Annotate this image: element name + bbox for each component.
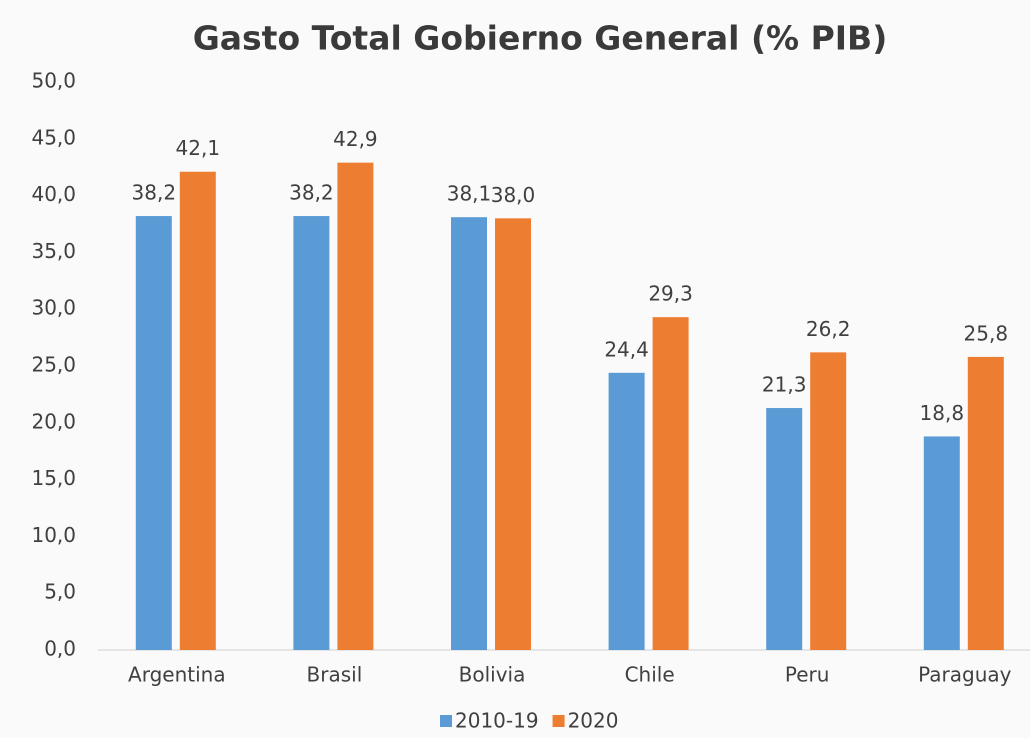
value-label: 25,8 <box>964 321 1009 345</box>
value-label: 42,1 <box>176 136 221 160</box>
value-label: 26,2 <box>806 317 851 341</box>
bar <box>293 216 330 650</box>
y-tick-label: 40,0 <box>31 182 76 206</box>
legend-label: 2010-19 <box>455 709 539 733</box>
value-label: 18,8 <box>920 401 965 425</box>
bar <box>495 218 531 650</box>
y-tick-label: 5,0 <box>44 580 76 604</box>
value-label: 38,2 <box>132 181 177 205</box>
value-label: 38,2 <box>289 181 334 205</box>
x-tick-label: Brasil <box>307 663 363 687</box>
y-tick-label: 30,0 <box>31 296 76 320</box>
y-tick-label: 20,0 <box>31 409 76 433</box>
y-tick-label: 25,0 <box>31 353 76 377</box>
value-label: 24,4 <box>604 337 649 361</box>
bar <box>652 317 689 650</box>
bar <box>967 356 1004 650</box>
y-tick-label: 50,0 <box>31 69 76 93</box>
y-tick-label: 35,0 <box>31 239 76 263</box>
value-label: 38,0 <box>491 183 536 207</box>
legend-label: 2020 <box>568 709 619 733</box>
x-tick-label: Bolivia <box>459 663 526 687</box>
legend-swatch <box>440 715 452 727</box>
bar <box>923 436 960 650</box>
value-label: 29,3 <box>648 282 693 306</box>
x-tick-label: Peru <box>785 663 830 687</box>
x-tick-label: Argentina <box>128 663 226 687</box>
bar <box>766 408 803 650</box>
bar <box>179 171 216 650</box>
value-label: 38,1 <box>447 182 492 206</box>
x-tick-label: Chile <box>625 663 675 687</box>
bar <box>608 372 645 650</box>
value-label: 21,3 <box>762 373 807 397</box>
y-tick-label: 45,0 <box>31 125 76 149</box>
bar <box>135 216 172 650</box>
y-tick-label: 0,0 <box>44 637 76 661</box>
y-tick-label: 15,0 <box>31 466 76 490</box>
y-tick-label: 10,0 <box>31 523 76 547</box>
x-tick-label: Paraguay <box>918 663 1012 687</box>
bar <box>451 217 487 650</box>
legend-swatch <box>552 715 565 727</box>
bar <box>810 352 847 650</box>
bar <box>337 162 374 650</box>
chart-title: Gasto Total Gobierno General (% PIB) <box>193 19 888 58</box>
value-label: 42,9 <box>333 127 378 151</box>
